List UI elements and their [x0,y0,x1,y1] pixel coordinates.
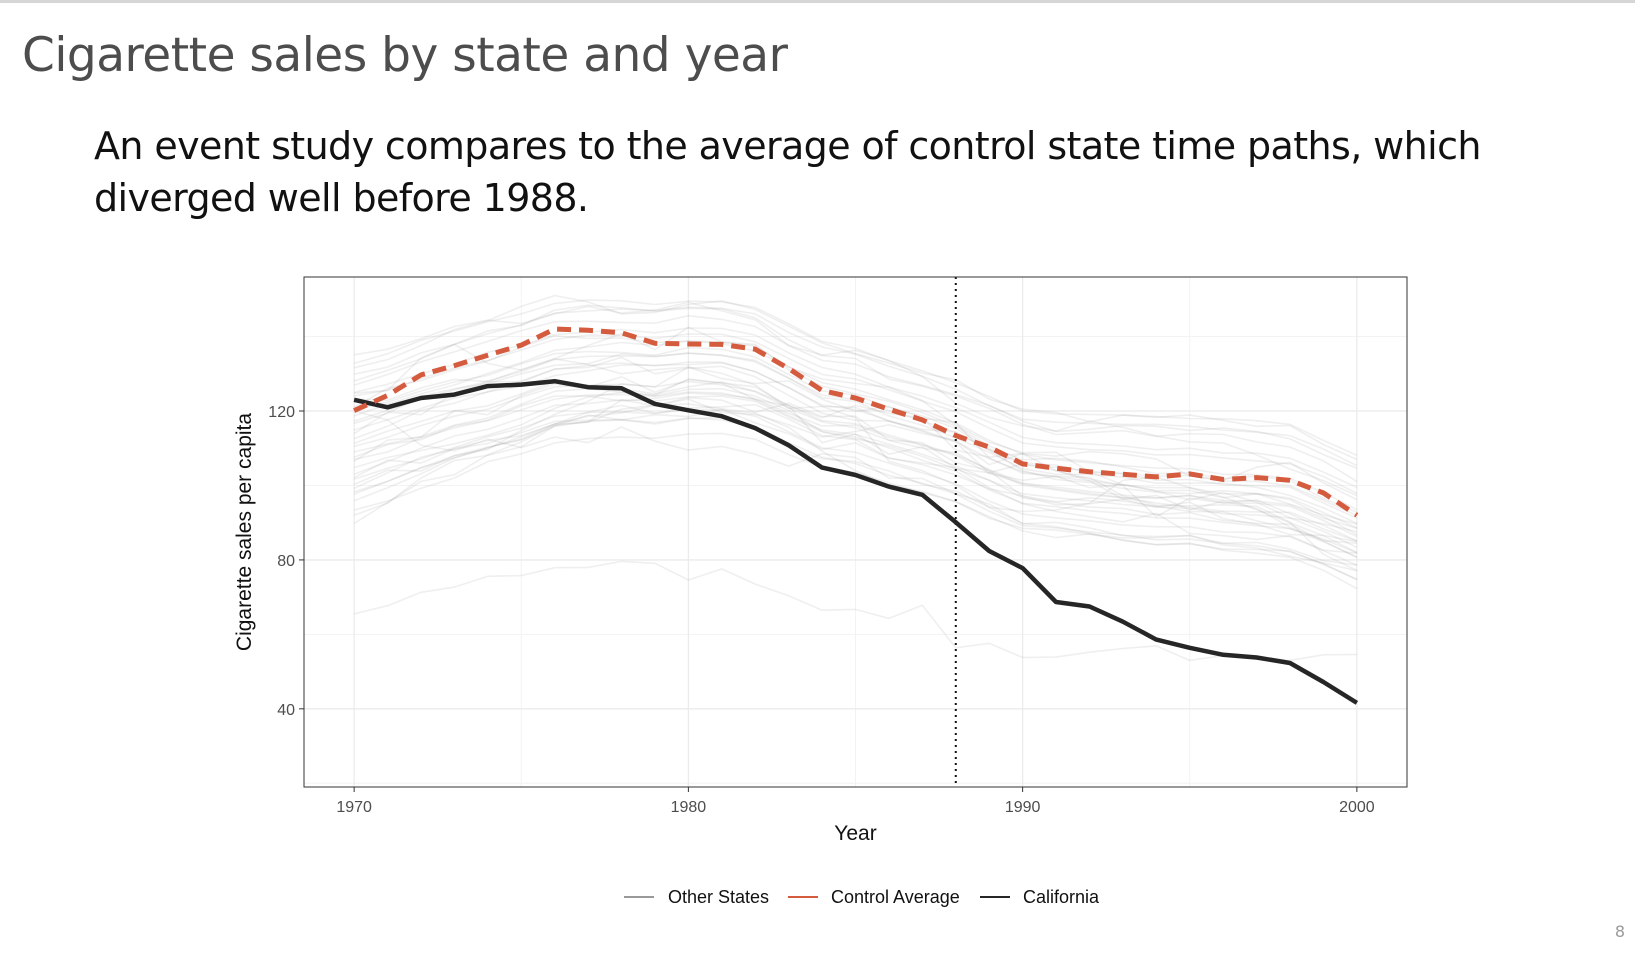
other-state-line [353,366,1358,543]
other-state-line [353,387,1358,559]
other-state-line [353,306,1358,467]
california-line [353,378,1359,705]
other-state-line [353,395,1358,558]
other-state-line [353,416,1358,581]
x-tick-label: 1970 [336,799,372,816]
other-state-line [353,304,1358,483]
control-average-line [353,326,1359,518]
other-state-line [353,403,1358,554]
other-state-line [353,380,1358,538]
legend-label-control-average: Control Average [831,887,960,907]
slide-title: Cigarette sales by state and year [22,28,788,83]
other-state-line [353,340,1358,511]
other-state-line [353,346,1358,519]
other-state-line [353,361,1358,529]
chart-grid [304,277,1407,787]
x-tick-label: 1990 [1005,799,1041,816]
other-state-line [353,396,1358,543]
other-state-line [353,375,1357,544]
top-rule [0,0,1635,3]
other-state-line [353,391,1358,549]
chart-axes: 40 80 120 1970 1980 1990 2000 Year Cigarette sal… [233,404,1375,845]
other-state-line [353,301,1358,497]
legend-label-california: California [1023,887,1100,907]
other-state-line [353,294,1358,461]
other-state-line [353,417,1358,581]
other-state-line [353,410,1358,572]
y-tick-label: 120 [268,404,295,421]
x-axis-label: Year [834,822,876,845]
other-state-line [353,381,1358,542]
other-state-line [353,408,1358,566]
other-state-line [353,560,1357,662]
page-number: 8 [1614,922,1625,941]
other-state-line [353,378,1358,572]
legend-label-other-states: Other States [668,887,769,907]
other-state-line [353,352,1358,525]
y-tick-label: 80 [277,553,295,570]
other-state-line [353,432,1358,590]
other-state-line [353,299,1358,457]
x-tick-label: 1980 [671,799,707,816]
y-tick-label: 40 [277,702,295,719]
chart-legend: Other States Control Average California [624,887,1100,907]
other-state-line [353,314,1358,470]
x-tick-label: 2000 [1339,799,1375,816]
other-state-line [353,392,1358,530]
plot-panel-border [303,276,1408,788]
other-state-line [353,326,1358,533]
other-state-line [354,356,1358,525]
other-state-line [353,408,1357,554]
other-state-line [353,403,1358,566]
main-series-lines [353,277,1359,787]
other-state-line [354,343,1358,554]
slide-body-text: An event study compares to the average o… [94,124,1481,220]
other-state-line [353,333,1358,495]
y-axis-label: Cigarette sales per capita [233,413,256,651]
